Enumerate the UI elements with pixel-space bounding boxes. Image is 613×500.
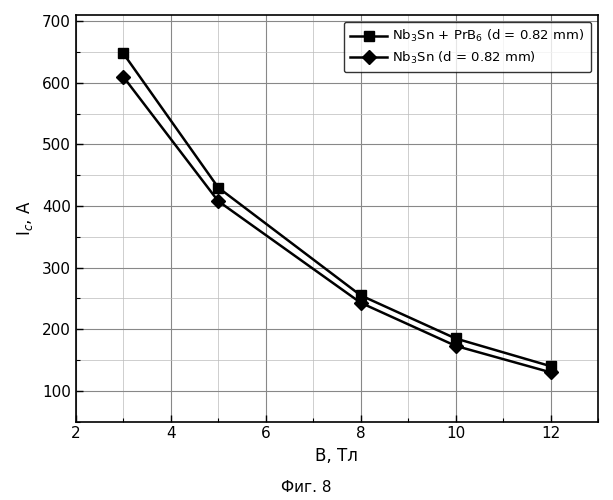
Line: Nb$_3$Sn (d = 0.82 mm): Nb$_3$Sn (d = 0.82 mm) <box>118 72 555 377</box>
Nb$_3$Sn + PrB$_6$ (d = 0.82 mm) <box>215 184 222 190</box>
Nb$_3$Sn (d = 0.82 mm) <box>357 300 364 306</box>
Nb$_3$Sn (d = 0.82 mm) <box>547 370 554 376</box>
Nb$_3$Sn (d = 0.82 mm) <box>452 343 459 349</box>
Line: Nb$_3$Sn + PrB$_6$ (d = 0.82 mm): Nb$_3$Sn + PrB$_6$ (d = 0.82 mm) <box>118 48 555 371</box>
Nb$_3$Sn + PrB$_6$ (d = 0.82 mm) <box>452 336 459 342</box>
X-axis label: B, Тл: B, Тл <box>316 447 359 465</box>
Text: Фиг. 8: Фиг. 8 <box>281 480 332 495</box>
Nb$_3$Sn (d = 0.82 mm) <box>120 74 127 80</box>
Nb$_3$Sn + PrB$_6$ (d = 0.82 mm) <box>120 50 127 56</box>
Nb$_3$Sn (d = 0.82 mm) <box>215 198 222 204</box>
Nb$_3$Sn + PrB$_6$ (d = 0.82 mm) <box>357 292 364 298</box>
Legend: Nb$_3$Sn + PrB$_6$ (d = 0.82 mm), Nb$_3$Sn (d = 0.82 mm): Nb$_3$Sn + PrB$_6$ (d = 0.82 mm), Nb$_3$… <box>343 22 592 72</box>
Y-axis label: I$_c$, А: I$_c$, А <box>15 200 35 236</box>
Nb$_3$Sn + PrB$_6$ (d = 0.82 mm) <box>547 363 554 369</box>
